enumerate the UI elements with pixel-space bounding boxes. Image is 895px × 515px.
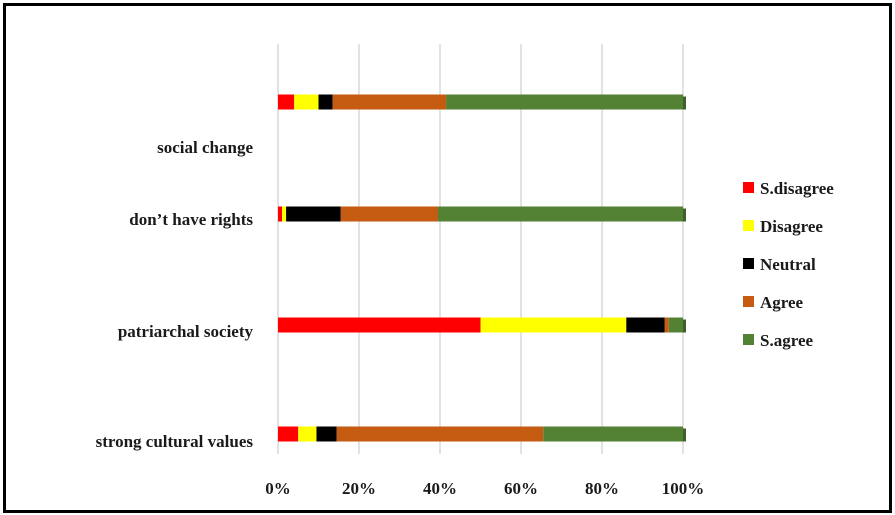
bar-end-patriarchal-society (683, 319, 686, 333)
bar-s-disagree-patriarchal-society (278, 317, 481, 333)
bar-s-disagree-social-change (278, 94, 295, 110)
bar-s-disagree-don-t-have-rights (278, 206, 283, 222)
category-label-social-change: social change (157, 138, 253, 157)
stacked-bar-chart: strong cultural values patriarchal societ… (96, 44, 834, 498)
bars (278, 94, 686, 442)
bar-s-disagree-strong-cultural-values (278, 426, 299, 442)
x-tick-label-5: 100% (662, 479, 705, 498)
legend-item-disagree: Disagree (743, 217, 823, 236)
x-axis-ticks: 0% 20% 40% 60% 80% 100% (265, 479, 704, 498)
bar-s-agree-patriarchal-society (668, 317, 683, 333)
category-label-don-t-have-rights: don’t have rights (129, 210, 253, 229)
category-label-patriarchal-society: patriarchal society (118, 322, 254, 341)
bar-disagree-patriarchal-society (480, 317, 627, 333)
legend-item-s-agree: S.agree (743, 331, 813, 350)
bar-row-don-t-have-rights (278, 206, 686, 222)
bar-neutral-patriarchal-society (626, 317, 665, 333)
x-tick-label-4: 80% (585, 479, 619, 498)
legend: S.disagree Disagree Neutral Agree S.agree (743, 179, 834, 350)
bar-s-agree-strong-cultural-values (543, 426, 683, 442)
bar-disagree-strong-cultural-values (298, 426, 317, 442)
bar-agree-don-t-have-rights (340, 206, 438, 222)
bar-neutral-don-t-have-rights (286, 206, 341, 222)
bar-disagree-don-t-have-rights (282, 206, 287, 222)
legend-swatch-neutral (743, 258, 754, 269)
legend-item-agree: Agree (743, 293, 804, 312)
bar-disagree-social-change (294, 94, 319, 110)
bar-neutral-strong-cultural-values (316, 426, 337, 442)
legend-label-agree: Agree (760, 293, 804, 312)
bar-end-strong-cultural-values (683, 428, 686, 442)
legend-label-disagree: Disagree (760, 217, 823, 236)
bar-agree-strong-cultural-values (336, 426, 544, 442)
legend-swatch-agree (743, 296, 754, 307)
legend-item-s-disagree: S.disagree (743, 179, 834, 198)
bar-row-strong-cultural-values (278, 426, 686, 442)
grid-lines (277, 44, 684, 454)
legend-label-s-disagree: S.disagree (760, 179, 834, 198)
bar-end-social-change (683, 96, 686, 110)
legend-swatch-s-agree (743, 334, 754, 345)
bar-end-don-t-have-rights (683, 208, 686, 222)
bar-agree-social-change (332, 94, 447, 110)
category-label-strong-cultural-values: strong cultural values (96, 432, 254, 451)
legend-label-s-agree: S.agree (760, 331, 813, 350)
x-tick-label-0: 0% (265, 479, 291, 498)
legend-label-neutral: Neutral (760, 255, 816, 274)
bar-row-social-change (278, 94, 686, 110)
bar-neutral-social-change (318, 94, 333, 110)
bar-s-agree-don-t-have-rights (437, 206, 683, 222)
x-tick-label-2: 40% (423, 479, 457, 498)
bar-agree-patriarchal-society (664, 317, 669, 333)
chart-frame: strong cultural values patriarchal societ… (3, 3, 892, 513)
bar-row-patriarchal-society (278, 317, 686, 333)
legend-swatch-disagree (743, 220, 754, 231)
x-tick-label-1: 20% (342, 479, 376, 498)
category-labels: strong cultural values patriarchal societ… (96, 138, 254, 451)
legend-item-neutral: Neutral (743, 255, 816, 274)
x-tick-label-3: 60% (504, 479, 538, 498)
legend-swatch-s-disagree (743, 182, 754, 193)
bar-s-agree-social-change (446, 94, 683, 110)
